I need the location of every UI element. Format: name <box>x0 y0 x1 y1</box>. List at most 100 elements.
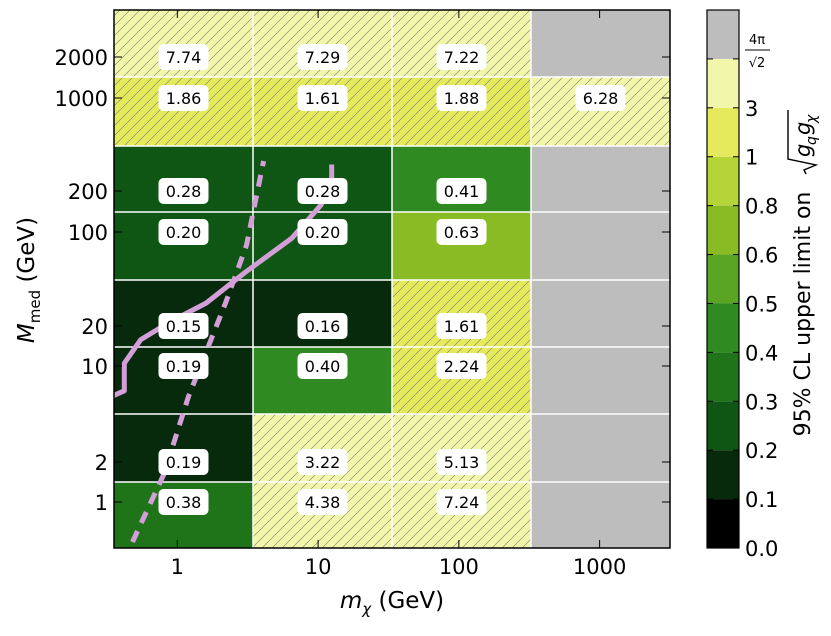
colorbar-band <box>707 303 739 353</box>
cell-value-label: 4.38 <box>297 489 348 515</box>
cell-value-label: 6.28 <box>575 85 626 111</box>
colorbar <box>707 10 739 548</box>
cell-value-label: 0.15 <box>158 313 209 339</box>
cell-value-label: 0.41 <box>436 178 487 204</box>
svg-text:7.74: 7.74 <box>166 48 202 67</box>
svg-text:0.40: 0.40 <box>305 357 341 376</box>
colorbar-tick-label: 0.6 <box>745 244 778 268</box>
colorbar-tick-label: 0.4 <box>745 341 778 365</box>
colorbar-top-tick-label: 4π √2 <box>745 33 770 71</box>
svg-text:g: g <box>791 122 815 135</box>
colorbar-tick-label: 3 <box>745 97 758 121</box>
svg-text:4π: 4π <box>749 33 765 48</box>
svg-text:95% CL upper limit on: 95% CL upper limit on <box>791 192 816 437</box>
svg-text:√2: √2 <box>749 56 766 71</box>
colorbar-band <box>707 254 739 304</box>
cell-value-label: 7.74 <box>158 44 209 70</box>
colorbar-tick-label: 0.8 <box>745 195 778 219</box>
colorbar-band <box>707 450 739 500</box>
svg-text:0.19: 0.19 <box>166 453 202 472</box>
cell-value-label: 1.61 <box>436 313 487 339</box>
colorbar-tick-label: 1 <box>745 146 758 170</box>
dashed-limit-curve <box>130 160 267 544</box>
heatmap-cell <box>531 146 670 212</box>
x-axis-label: mχ (GeV) <box>340 588 444 618</box>
cell-value-label: 0.63 <box>436 219 487 245</box>
cell-value-label: 7.24 <box>436 489 487 515</box>
svg-text:q: q <box>804 136 820 145</box>
colorbar-frame <box>706 9 740 549</box>
y-tick-label: 2 <box>95 451 108 475</box>
colorbar-tick-label: 0.2 <box>745 439 778 463</box>
y-axis-ticks: 1 2 10 20 100 200 1000 2000 <box>55 46 670 515</box>
svg-text:3.22: 3.22 <box>305 453 341 472</box>
cell-grid-lines <box>114 10 670 548</box>
cell-value-label: 1.61 <box>297 85 348 111</box>
svg-text:5.13: 5.13 <box>444 453 480 472</box>
colorbar-band <box>707 401 739 451</box>
cell-value-label: 7.22 <box>436 44 487 70</box>
y-tick-label: 20 <box>81 315 108 339</box>
svg-text:2.24: 2.24 <box>444 357 480 376</box>
cell-value-label: 7.29 <box>297 44 348 70</box>
cell-value-label: 0.40 <box>297 353 348 379</box>
colorbar-band <box>707 156 739 206</box>
svg-text:χ: χ <box>804 114 820 124</box>
y-tick-label: 100 <box>68 221 108 245</box>
plot-frame <box>113 9 671 549</box>
cell-value-label: 1.88 <box>436 85 487 111</box>
svg-text:0.28: 0.28 <box>166 182 202 201</box>
heatmap-cell <box>531 10 670 77</box>
colorbar-tick-label: 0.1 <box>745 488 778 512</box>
y-axis-label: Mmed (GeV) <box>14 217 44 343</box>
svg-text:4.38: 4.38 <box>305 493 341 512</box>
svg-text:0.20: 0.20 <box>166 223 202 242</box>
colorbar-band <box>707 205 739 255</box>
svg-text:7.22: 7.22 <box>444 48 480 67</box>
colorbar-tick-label: 0.5 <box>745 292 778 316</box>
cell-value-label: 0.20 <box>297 219 348 245</box>
cell-value-label: 0.19 <box>158 449 209 475</box>
cell-value-label: 2.24 <box>436 353 487 379</box>
cell-value-label: 0.16 <box>297 313 348 339</box>
y-tick-label: 10 <box>81 355 108 379</box>
heatmap-cell <box>531 347 670 414</box>
colorbar-band <box>707 352 739 402</box>
cell-value-label: 0.28 <box>158 178 209 204</box>
svg-text:0.38: 0.38 <box>166 493 202 512</box>
svg-text:0.63: 0.63 <box>444 223 480 242</box>
y-tick-label: 1 <box>95 491 108 515</box>
svg-text:1.61: 1.61 <box>305 89 341 108</box>
svg-text:1.86: 1.86 <box>166 89 202 108</box>
svg-text:7.24: 7.24 <box>444 493 480 512</box>
heatmap-cell <box>531 482 670 548</box>
x-tick-label: 1 <box>171 555 184 579</box>
y-tick-label: 1000 <box>55 87 108 111</box>
x-axis-ticks: 1 10 100 1000 <box>171 10 626 579</box>
cell-value-label: 0.38 <box>158 489 209 515</box>
colorbar-tick-label: 0.3 <box>745 390 778 414</box>
colorbar-label: 95% CL upper limit on g q g χ <box>787 110 820 437</box>
svg-text:6.28: 6.28 <box>583 89 619 108</box>
svg-text:0.16: 0.16 <box>305 317 341 336</box>
y-tick-label: 2000 <box>55 46 108 70</box>
colorbar-label-sqrt: g q g χ <box>787 110 820 175</box>
svg-text:0.41: 0.41 <box>444 182 480 201</box>
cell-value-label: 0.19 <box>158 353 209 379</box>
colorbar-band <box>707 58 739 108</box>
svg-text:7.29: 7.29 <box>305 48 341 67</box>
heatmap-cell <box>531 280 670 347</box>
cell-value-label: 1.86 <box>158 85 209 111</box>
x-tick-label: 100 <box>439 555 479 579</box>
colorbar-tick-label: 0.0 <box>745 537 778 561</box>
heatmap-cells <box>114 10 670 548</box>
cell-value-labels: 7.74 7.29 7.22 1.86 1.61 1.88 6.28 0.28 0.28 0.41… <box>158 44 626 515</box>
colorbar-band <box>707 499 739 548</box>
svg-text:0.15: 0.15 <box>166 317 202 336</box>
y-tick-label: 200 <box>68 180 108 204</box>
cell-value-label: 3.22 <box>297 449 348 475</box>
x-tick-label: 1000 <box>573 555 626 579</box>
colorbar-ticks: 0.0 0.1 0.2 0.3 0.4 0.5 0.6 0.8 1 3 <box>707 58 778 561</box>
svg-text:1.61: 1.61 <box>444 317 480 336</box>
